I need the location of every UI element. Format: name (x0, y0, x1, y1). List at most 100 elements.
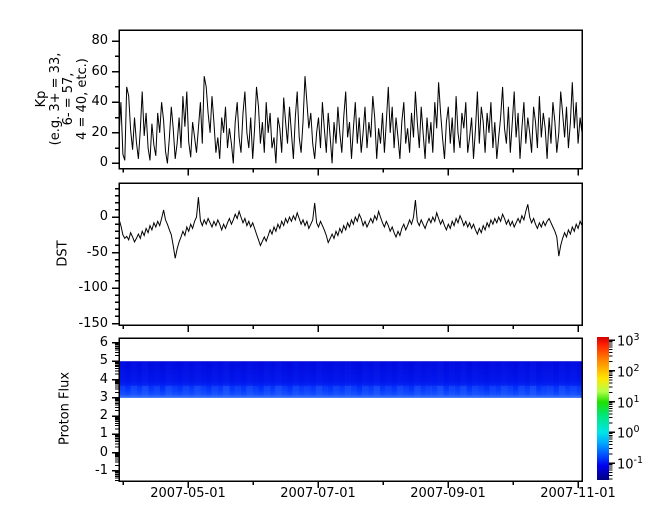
flux-streak (356, 385, 363, 398)
flux-streak (136, 385, 143, 398)
flux-streak (217, 385, 224, 398)
flux-streak (448, 385, 456, 398)
flux-streak (211, 385, 218, 398)
flux-streak (269, 385, 276, 398)
kp-index-y-tick-label: 20 (91, 125, 108, 140)
flux-streak (425, 361, 433, 398)
flux-streak (564, 361, 571, 398)
flux-streak (477, 361, 485, 398)
flux-streak (437, 361, 444, 398)
flux-streak (547, 361, 554, 398)
dst-y-tick-label: -50 (86, 245, 108, 260)
flux-streak (350, 361, 357, 398)
flux-streak (333, 385, 340, 398)
proton-flux-y-tick-label: 0 (99, 445, 108, 460)
flux-streak (570, 385, 577, 398)
colorbar-tick-label: 103 (617, 330, 640, 350)
flux-streak (147, 385, 155, 398)
flux-streak (448, 361, 456, 398)
flux-streak (130, 361, 137, 398)
flux-streak (524, 385, 531, 398)
flux-streak (437, 385, 444, 398)
flux-streak (558, 361, 566, 398)
colorbar-tick-exponent: 2 (633, 363, 640, 374)
flux-streak (547, 385, 554, 398)
flux-streak (159, 385, 166, 398)
flux-streak (298, 361, 305, 398)
colorbar-tick-exponent: -1 (633, 455, 644, 466)
flux-streak (327, 385, 334, 398)
proton-flux-y-tick-label: 6 (99, 335, 108, 350)
flux-streak (419, 385, 427, 398)
flux-streak (223, 361, 230, 398)
colorbar-tick-label: 100 (617, 422, 640, 442)
flux-streak (541, 361, 548, 398)
flux-streak (275, 361, 282, 398)
proton-flux-y-tick-label: 1 (99, 426, 108, 441)
flux-streak (257, 385, 265, 398)
flux-streak (558, 385, 566, 398)
flux-streak (228, 385, 236, 398)
colorbar-tick-base: 10 (617, 334, 634, 350)
proton-flux-panel-frame (118, 337, 583, 482)
flux-streak (512, 385, 519, 398)
flux-streak (165, 385, 172, 398)
flux-streak (391, 385, 398, 398)
flux-streak (414, 385, 421, 398)
colorbar-tick-base: 10 (617, 426, 634, 442)
dst-y-tick-label: -150 (78, 316, 108, 331)
flux-streak (373, 361, 380, 398)
flux-streak (252, 385, 259, 398)
flux-streak (338, 385, 346, 398)
flux-streak (379, 385, 386, 398)
flux-streak (200, 361, 207, 398)
colorbar (597, 337, 609, 480)
flux-streak (281, 385, 288, 398)
flux-streak (506, 385, 514, 398)
flux-streak (489, 385, 496, 398)
kp-index-y-tick-label: 0 (99, 155, 108, 170)
flux-streak (217, 361, 224, 398)
colorbar-tick-base: 10 (617, 396, 634, 412)
flux-streak (454, 385, 461, 398)
flux-streak (402, 385, 409, 398)
flux-streak (524, 361, 531, 398)
x-axis-tick-label: 2007-07-01 (280, 486, 356, 501)
proton-flux-y-tick-label: -1 (95, 463, 108, 478)
flux-streak (223, 385, 230, 398)
flux-streak (373, 385, 380, 398)
flux-streak (309, 385, 317, 398)
kp-index-panel-frame (118, 29, 583, 170)
flux-streak (483, 385, 490, 398)
flux-streak (321, 385, 328, 398)
flux-streak (576, 385, 583, 398)
flux-streak (350, 385, 357, 398)
flux-streak (506, 361, 514, 398)
flux-streak (344, 361, 351, 398)
colorbar-tick-label: 101 (617, 392, 640, 412)
kp-index-y-tick-label: 60 (91, 64, 108, 79)
flux-streak (205, 385, 213, 398)
flux-streak (425, 385, 433, 398)
flux-streak (281, 361, 288, 398)
colorbar-tick-exponent: 1 (633, 394, 640, 405)
dst-panel-frame (118, 182, 583, 326)
flux-streak (472, 385, 479, 398)
flux-streak (518, 361, 525, 398)
colorbar-tick-label: 102 (617, 361, 640, 381)
flux-streak (286, 385, 294, 398)
kp-index-y-tick-label: 40 (91, 94, 108, 109)
colorbar-tick-base: 10 (617, 365, 634, 381)
flux-streak (385, 385, 392, 398)
flux-streak (246, 385, 253, 398)
flux-streak (171, 385, 178, 398)
flux-streak (408, 385, 415, 398)
flux-streak (362, 361, 369, 398)
flux-streak (171, 361, 178, 398)
flux-streak (182, 361, 189, 398)
flux-streak (454, 361, 461, 398)
flux-streak (234, 385, 242, 398)
flux-streak (333, 361, 340, 398)
flux-streak (460, 361, 467, 398)
flux-streak (292, 385, 299, 398)
